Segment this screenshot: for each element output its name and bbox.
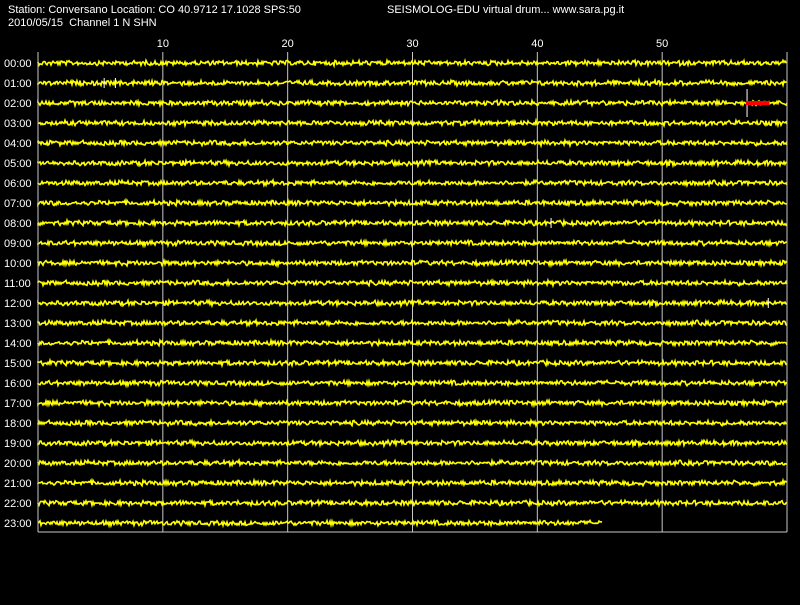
row-label-1300: 13:00 bbox=[4, 318, 32, 330]
row-label-2300: 23:00 bbox=[4, 518, 32, 530]
row-label-0100: 01:00 bbox=[4, 78, 32, 90]
trace-0700 bbox=[37, 197, 788, 208]
trace-0400 bbox=[37, 137, 788, 149]
x-tick-label-30: 30 bbox=[406, 38, 418, 50]
row-label-1700: 17:00 bbox=[4, 398, 32, 410]
x-tick-label-50: 50 bbox=[656, 38, 668, 50]
x-tick-label-40: 40 bbox=[531, 38, 543, 50]
row-label-1100: 11:00 bbox=[4, 278, 31, 290]
row-label-1500: 15:00 bbox=[4, 358, 32, 370]
row-label-1600: 16:00 bbox=[4, 378, 32, 390]
row-label-0200: 02:00 bbox=[4, 98, 32, 110]
plot-frame bbox=[37, 52, 788, 533]
trace-1200 bbox=[37, 297, 788, 309]
trace-1700 bbox=[37, 397, 788, 409]
trace-1000 bbox=[37, 257, 788, 269]
row-label-1200: 12:00 bbox=[4, 298, 32, 310]
trace-1900 bbox=[37, 437, 788, 449]
trace-1300 bbox=[37, 317, 788, 329]
trace-2300 bbox=[37, 518, 603, 529]
grid-lines bbox=[162, 52, 663, 532]
x-tick-labels: 10 20 30 40 50 bbox=[157, 38, 669, 50]
trace-0000 bbox=[37, 57, 788, 69]
row-label-2100: 21:00 bbox=[4, 478, 32, 490]
row-label-0900: 09:00 bbox=[4, 238, 32, 250]
row-label-0400: 04:00 bbox=[4, 138, 32, 150]
trace-1800 bbox=[37, 417, 788, 429]
row-label-0800: 08:00 bbox=[4, 218, 32, 230]
trace-2100 bbox=[37, 477, 788, 488]
trace-2000 bbox=[37, 457, 788, 469]
app-title: SEISMOLOG-EDU virtual drum... www.sara.p… bbox=[387, 4, 625, 16]
row-label-2200: 22:00 bbox=[4, 498, 32, 510]
x-tick-label-20: 20 bbox=[282, 38, 294, 50]
row-label-1900: 19:00 bbox=[4, 438, 32, 450]
trace-0900 bbox=[37, 238, 788, 249]
trace-0600 bbox=[37, 177, 788, 189]
station-info: Station: Conversano Location: CO 40.9712… bbox=[8, 4, 301, 16]
row-label-0500: 05:00 bbox=[4, 158, 32, 170]
row-label-0300: 03:00 bbox=[4, 118, 32, 130]
x-tick-label-10: 10 bbox=[157, 38, 169, 50]
trace-0200 bbox=[37, 97, 788, 109]
row-label-1000: 10:00 bbox=[4, 258, 32, 270]
date-channel-info: 2010/05/15 Channel 1 N SHN bbox=[8, 17, 157, 29]
trace-lines bbox=[37, 57, 788, 529]
trace-1600 bbox=[37, 378, 788, 389]
event-mark-0 bbox=[745, 101, 770, 105]
row-label-0600: 06:00 bbox=[4, 178, 32, 190]
trace-2200 bbox=[37, 497, 788, 509]
trace-0800 bbox=[37, 217, 788, 229]
trace-1500 bbox=[37, 357, 788, 369]
trace-0100 bbox=[37, 77, 787, 89]
row-label-0000: 00:00 bbox=[4, 58, 32, 70]
row-label-0700: 07:00 bbox=[4, 198, 32, 210]
trace-0300 bbox=[37, 117, 788, 129]
row-label-2000: 20:00 bbox=[4, 458, 32, 470]
row-label-1400: 14:00 bbox=[4, 338, 32, 350]
trace-1400 bbox=[37, 337, 788, 348]
trace-1100 bbox=[37, 277, 788, 289]
row-labels: 00:00 01:00 02:00 03:00 04:00 05:00 06:00 07:00… bbox=[4, 58, 32, 530]
trace-0500 bbox=[37, 157, 788, 169]
row-label-1800: 18:00 bbox=[4, 418, 32, 430]
